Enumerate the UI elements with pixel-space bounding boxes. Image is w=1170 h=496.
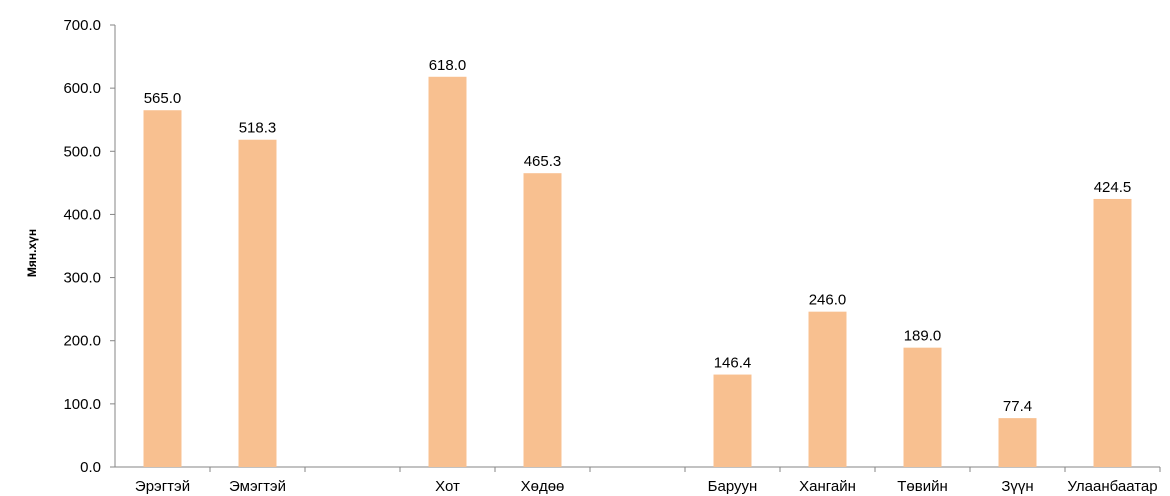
y-tick-label: 500.0 [63, 143, 101, 160]
data-label: 424.5 [1094, 179, 1132, 196]
data-label: 618.0 [429, 57, 467, 74]
bar [808, 311, 847, 467]
y-ticks: 0.0 100.0 200.0 300.0 400.0 500.0 600.0 700.0 [63, 17, 115, 476]
y-axis-title-group: Мян.хүн [25, 229, 39, 277]
x-labels: Эрэгтэй Эмэгтэй Хот Хөдөө Баруун Хангайн Төвий… [135, 467, 1161, 495]
x-tick-label: Баруун [708, 478, 758, 495]
bar [238, 139, 277, 467]
bar [998, 418, 1037, 467]
bar [523, 173, 562, 467]
bar [713, 374, 752, 467]
y-tick-label: 100.0 [63, 396, 101, 413]
x-tick-label: Зүүн [1001, 478, 1033, 495]
data-labels: 565.0 518.3 618.0 465.3 146.4 246.0 189.0 77.4 4… [144, 57, 1132, 415]
y-tick-label: 200.0 [63, 333, 101, 350]
x-tick-label: Төвийн [897, 478, 948, 495]
x-tick-label: Улаанбаатар [1067, 478, 1157, 495]
x-tick-label: Эрэгтэй [135, 478, 190, 495]
bars [143, 76, 1132, 468]
x-tick-label: Хангайн [799, 478, 856, 495]
y-tick-label: 400.0 [63, 206, 101, 223]
y-axis-title: Мян.хүн [25, 229, 39, 277]
axes [114, 25, 1160, 468]
y-tick-label: 700.0 [63, 17, 101, 34]
x-tick-label: Хөдөө [521, 478, 565, 495]
data-label: 565.0 [144, 90, 182, 107]
bar [428, 76, 467, 467]
data-label: 246.0 [809, 292, 847, 309]
x-tick-label: Хот [435, 478, 460, 495]
data-label: 465.3 [524, 153, 562, 170]
bar [143, 110, 182, 467]
bar [903, 347, 942, 467]
y-tick-label: 300.0 [63, 270, 101, 287]
x-tick-label: Эмэгтэй [229, 478, 286, 495]
bar [1093, 198, 1132, 468]
y-tick-label: 600.0 [63, 80, 101, 97]
data-label: 518.3 [239, 120, 277, 137]
data-label: 77.4 [1003, 398, 1032, 415]
data-label: 189.0 [904, 328, 942, 345]
data-label: 146.4 [714, 355, 752, 372]
y-tick-label: 0.0 [80, 459, 101, 476]
